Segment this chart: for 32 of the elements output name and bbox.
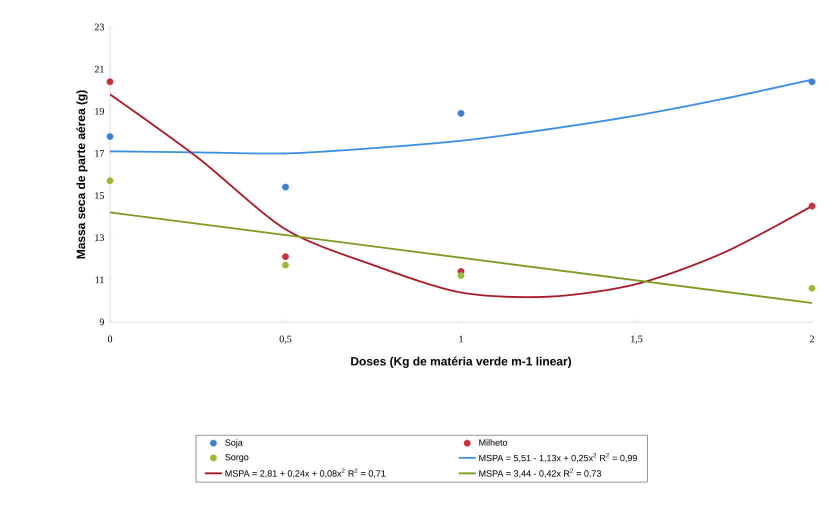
point xyxy=(808,78,816,86)
legend-label: Sorgo xyxy=(225,454,248,462)
legend-label: Soja xyxy=(225,439,243,448)
legend-label: MSPA = 2,81 + 0,24x + 0,08x$^{2}$ R$^{2}$ = 0,71 xyxy=(226,468,386,478)
y-tick-label: 19 xyxy=(95,108,104,115)
point xyxy=(282,253,289,260)
x-tick-label: 0 xyxy=(108,336,112,342)
y-tick-label: 21 xyxy=(94,66,104,72)
point xyxy=(458,110,464,117)
point xyxy=(808,202,816,210)
point xyxy=(106,133,114,140)
y-tick-label: 9 xyxy=(100,318,104,326)
y-tick-label: 23 xyxy=(94,24,104,30)
legend-label: MSPA = 3,44 - 0,42x R$^{2}$ = 0,73 xyxy=(479,468,601,478)
x-axis-title: Doses (Kg de matéria verde m-1 linear) xyxy=(351,356,572,368)
y-axis-title: Massa seca de parte aérea (g) xyxy=(76,90,88,258)
point xyxy=(458,272,464,280)
legend-label: Milheto xyxy=(479,439,508,446)
point xyxy=(808,284,816,292)
point xyxy=(282,262,289,268)
y-tick-label: 13 xyxy=(95,234,104,242)
point xyxy=(106,78,114,86)
y-tick-label: 17 xyxy=(95,150,104,157)
y-tick-label: 11 xyxy=(96,276,104,284)
x-tick-label: 1,5 xyxy=(631,336,642,344)
point xyxy=(106,177,114,184)
point xyxy=(282,184,289,191)
x-tick-label: 0,5 xyxy=(280,336,292,344)
legend-label: MSPA = 5,51 - 1,13x + 0,25x$^{2}$ R$^{2}$ = 0,99 xyxy=(479,453,637,462)
x-tick-label: 2 xyxy=(810,336,814,342)
x-tick-label: 1 xyxy=(459,336,463,342)
y-tick-label: 15 xyxy=(95,192,104,199)
